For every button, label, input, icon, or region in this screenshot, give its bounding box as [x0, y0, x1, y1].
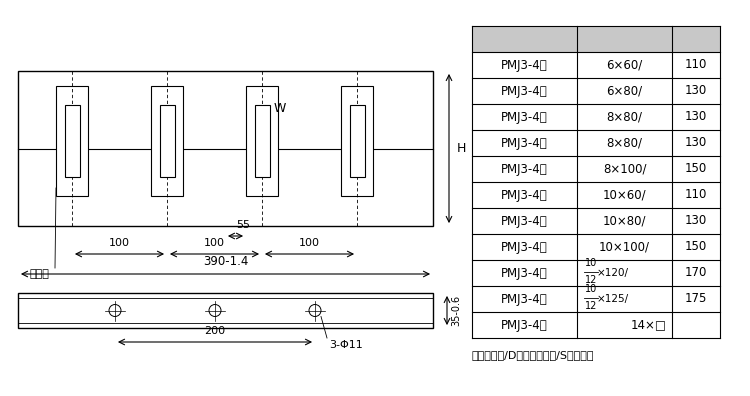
- Text: PMJ3-4型: PMJ3-4型: [501, 267, 548, 280]
- Text: H: H: [457, 142, 466, 155]
- Text: 55: 55: [236, 220, 250, 230]
- Text: 10×100/: 10×100/: [599, 240, 650, 253]
- Text: 14×□: 14×□: [631, 318, 667, 331]
- Text: 规格后面带/D为单母线，带/S为双母线: 规格后面带/D为单母线，带/S为双母线: [472, 350, 595, 360]
- Text: 绝缘衬: 绝缘衬: [30, 269, 50, 279]
- Bar: [341, 86, 373, 196]
- Text: 110: 110: [685, 188, 707, 202]
- Text: 10×80/: 10×80/: [603, 215, 646, 227]
- Text: 规格: 规格: [617, 32, 632, 46]
- Text: 130: 130: [685, 110, 707, 124]
- Text: 3-Φ11: 3-Φ11: [329, 340, 363, 350]
- Text: PMJ3-4型: PMJ3-4型: [501, 293, 548, 305]
- Text: 10×60/: 10×60/: [603, 188, 646, 202]
- Bar: [64, 105, 80, 177]
- Bar: [350, 105, 364, 177]
- Text: 100: 100: [109, 238, 130, 248]
- Text: 8×100/: 8×100/: [603, 162, 646, 175]
- Text: 200: 200: [205, 326, 226, 336]
- Text: 12: 12: [585, 275, 597, 285]
- Text: 130: 130: [685, 137, 707, 150]
- Text: 390-1.4: 390-1.4: [202, 255, 248, 268]
- Text: W: W: [274, 103, 286, 116]
- Bar: [254, 105, 269, 177]
- Text: 100: 100: [299, 238, 320, 248]
- Text: ×120/: ×120/: [597, 268, 629, 278]
- Text: 6×80/: 6×80/: [607, 84, 643, 97]
- Text: 150: 150: [685, 240, 707, 253]
- Text: 150: 150: [685, 162, 707, 175]
- Bar: [246, 86, 278, 196]
- Text: PMJ3-4型: PMJ3-4型: [501, 318, 548, 331]
- Text: 130: 130: [685, 215, 707, 227]
- Bar: [160, 105, 175, 177]
- Text: PMJ3-4型: PMJ3-4型: [501, 137, 548, 150]
- Bar: [151, 86, 183, 196]
- Bar: [18, 293, 433, 328]
- Text: 12: 12: [585, 301, 597, 311]
- Bar: [18, 71, 433, 226]
- Text: 100: 100: [204, 238, 225, 248]
- Text: H: H: [692, 32, 700, 46]
- Text: PMJ3-4型: PMJ3-4型: [501, 215, 548, 227]
- Bar: [472, 26, 720, 52]
- Text: 8×80/: 8×80/: [607, 137, 643, 150]
- Text: PMJ3-4型: PMJ3-4型: [501, 162, 548, 175]
- Text: 10: 10: [585, 284, 597, 294]
- Text: ×125/: ×125/: [597, 294, 629, 304]
- Text: PMJ3-4型: PMJ3-4型: [501, 110, 548, 124]
- Text: 130: 130: [685, 84, 707, 97]
- Text: 35-0.6: 35-0.6: [451, 295, 461, 326]
- Text: PMJ3-4型: PMJ3-4型: [501, 84, 548, 97]
- Text: 10: 10: [585, 258, 597, 268]
- Text: 型号: 型号: [517, 32, 532, 46]
- Text: PMJ3-4型: PMJ3-4型: [501, 240, 548, 253]
- Text: PMJ3-4型: PMJ3-4型: [501, 188, 548, 202]
- Text: 110: 110: [685, 59, 707, 72]
- Text: 8×80/: 8×80/: [607, 110, 643, 124]
- Text: 170: 170: [685, 267, 707, 280]
- Bar: [56, 86, 88, 196]
- Text: 175: 175: [685, 293, 707, 305]
- Text: 6×60/: 6×60/: [606, 59, 643, 72]
- Text: PMJ3-4型: PMJ3-4型: [501, 59, 548, 72]
